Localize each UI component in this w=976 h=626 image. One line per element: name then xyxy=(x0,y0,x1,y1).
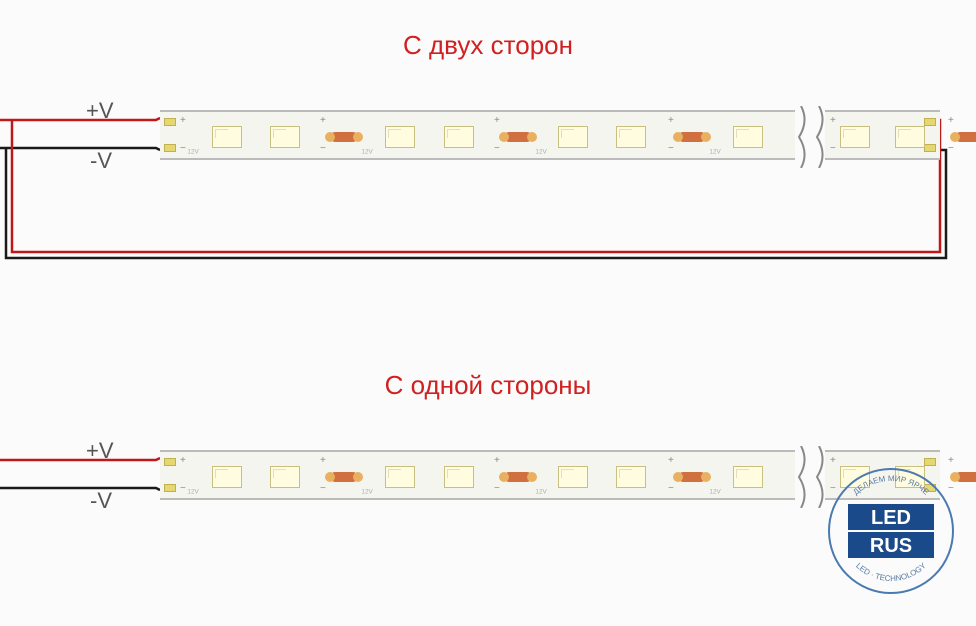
polarity-plus: + xyxy=(830,456,836,466)
voltage-12v: 12V xyxy=(187,489,198,495)
led-chip xyxy=(733,126,763,148)
led-strip-top: + − 12V + − 12V + − 12V + − 12V + − xyxy=(160,110,940,160)
solder-pad xyxy=(164,144,176,152)
voltage-12v: 12V xyxy=(361,149,372,155)
led-chip xyxy=(733,466,763,488)
voltage-12v: 12V xyxy=(535,149,546,155)
label-minus-v-top: -V xyxy=(90,148,112,174)
logo-line2: RUS xyxy=(870,535,912,557)
ledrus-logo: ДЕЛАЕМ МИР ЯРЧЕ LED · TECHNOLOGY LED RUS xyxy=(826,466,956,596)
polarity-minus: − xyxy=(668,484,674,494)
solder-pad xyxy=(924,118,936,126)
led-chip xyxy=(385,126,415,148)
led-chip xyxy=(444,466,474,488)
solder-pad xyxy=(164,484,176,492)
polarity-minus: − xyxy=(830,144,836,154)
voltage-12v: 12V xyxy=(709,149,720,155)
led-chip xyxy=(558,466,588,488)
led-chip xyxy=(616,126,646,148)
logo-line1: LED xyxy=(871,507,911,529)
led-chip xyxy=(616,466,646,488)
svg-text:LED · TECHNOLOGY: LED · TECHNOLOGY xyxy=(854,561,928,583)
led-chip xyxy=(270,126,300,148)
led-chip xyxy=(840,126,870,148)
voltage-12v: 12V xyxy=(361,489,372,495)
led-chip xyxy=(895,126,925,148)
led-chip xyxy=(212,466,242,488)
polarity-plus: + xyxy=(668,116,674,126)
polarity-plus: + xyxy=(830,116,836,126)
smd-resistor xyxy=(330,132,358,142)
polarity-minus: − xyxy=(180,484,186,494)
solder-pad xyxy=(924,144,936,152)
voltage-12v: 12V xyxy=(709,489,720,495)
polarity-minus: − xyxy=(180,144,186,154)
svg-text:ДЕЛАЕМ МИР ЯРЧЕ: ДЕЛАЕМ МИР ЯРЧЕ xyxy=(851,474,930,497)
solder-pad xyxy=(164,118,176,126)
led-chip xyxy=(558,126,588,148)
smd-resistor xyxy=(504,472,532,482)
strip-break xyxy=(795,446,825,508)
led-chip xyxy=(270,466,300,488)
polarity-plus: + xyxy=(494,116,500,126)
polarity-plus: + xyxy=(320,456,326,466)
smd-resistor xyxy=(330,472,358,482)
led-strip-bottom: + − 12V + − 12V + − 12V + − 12V + − xyxy=(160,450,940,500)
polarity-plus: + xyxy=(320,116,326,126)
label-minus-v-bottom: -V xyxy=(90,488,112,514)
led-chip xyxy=(212,126,242,148)
polarity-minus: − xyxy=(668,144,674,154)
solder-pad xyxy=(164,458,176,466)
polarity-plus: + xyxy=(180,116,186,126)
strip-inner-bottom: + − 12V + − 12V + − 12V + − 12V + − xyxy=(160,452,940,498)
voltage-12v: 12V xyxy=(535,489,546,495)
smd-resistor xyxy=(678,472,706,482)
led-chip xyxy=(385,466,415,488)
polarity-plus: + xyxy=(948,456,954,466)
strip-break xyxy=(795,106,825,168)
title-both-sides: С двух сторон xyxy=(403,30,573,61)
solder-pad xyxy=(924,458,936,466)
polarity-plus: + xyxy=(668,456,674,466)
logo-ring-bottom: LED · TECHNOLOGY xyxy=(854,561,928,583)
smd-resistor xyxy=(955,472,976,482)
led-chip xyxy=(444,126,474,148)
label-plus-v-bottom: +V xyxy=(86,438,114,464)
smd-resistor xyxy=(955,132,976,142)
strip-inner-top: + − 12V + − 12V + − 12V + − 12V + − xyxy=(160,112,940,158)
title-one-side: С одной стороны xyxy=(385,370,592,401)
label-plus-v-top: +V xyxy=(86,98,114,124)
polarity-plus: + xyxy=(494,456,500,466)
polarity-minus: − xyxy=(494,144,500,154)
polarity-minus: − xyxy=(320,484,326,494)
logo-ring-top: ДЕЛАЕМ МИР ЯРЧЕ xyxy=(851,474,930,497)
polarity-plus: + xyxy=(180,456,186,466)
polarity-minus: − xyxy=(320,144,326,154)
polarity-plus: + xyxy=(948,116,954,126)
smd-resistor xyxy=(678,132,706,142)
polarity-minus: − xyxy=(494,484,500,494)
smd-resistor xyxy=(504,132,532,142)
polarity-minus: − xyxy=(948,144,954,154)
voltage-12v: 12V xyxy=(187,149,198,155)
